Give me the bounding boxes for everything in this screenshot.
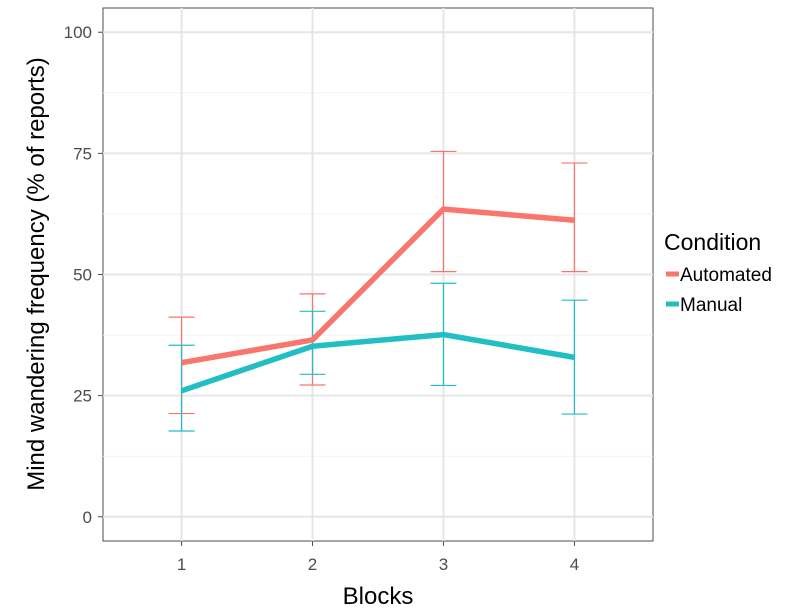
series-line-automated: [181, 206, 575, 366]
x-tick-label: 1: [177, 555, 186, 574]
x-axis-title: Blocks: [343, 583, 414, 609]
y-tick-label: 0: [83, 508, 92, 527]
series-lines: [180, 206, 575, 394]
legend-item-automated: Automated: [666, 265, 772, 286]
axis-ticks: 0 25 50 75 100 1 2 3 4: [64, 23, 580, 574]
series-line-manual: [180, 331, 575, 394]
error-bar: [299, 310, 326, 375]
y-axis-title: Mind wandering frequency (% of reports): [23, 57, 50, 491]
x-tick-label: 2: [308, 555, 317, 574]
x-tick-label: 4: [570, 555, 579, 574]
y-tick-label: 100: [64, 23, 92, 42]
x-tick-label: 3: [439, 555, 448, 574]
legend: Condition Automated Manual: [664, 229, 772, 316]
legend-item-label: Automated: [680, 265, 772, 286]
y-tick-label: 75: [73, 144, 92, 163]
legend-item-manual: Manual: [666, 295, 742, 316]
legend-item-label: Manual: [680, 295, 742, 316]
y-tick-label: 25: [73, 387, 92, 406]
error-bar: [561, 162, 588, 273]
y-tick-label: 50: [73, 266, 92, 285]
grid-lines: [103, 8, 653, 541]
legend-title: Condition: [664, 229, 761, 255]
